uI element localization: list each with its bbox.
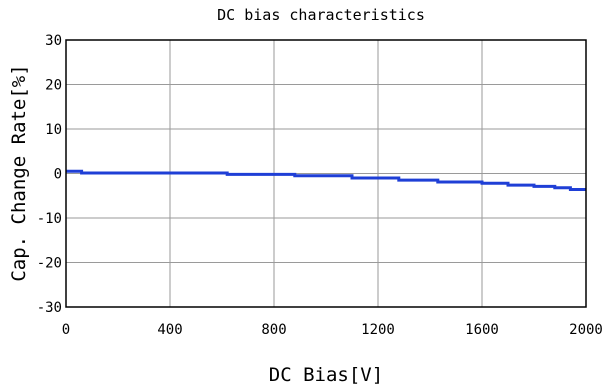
series-line — [66, 169, 586, 192]
y-tick-label: -10 — [37, 211, 62, 227]
y-axis-label: Cap. Change Rate[%] — [8, 64, 30, 281]
y-tick-label: 30 — [45, 33, 62, 49]
plot-frame — [65, 39, 587, 308]
y-tick-label: -30 — [37, 300, 62, 316]
y-tick-labels: 30 20 10 0 -10 -20 -30 — [37, 33, 62, 316]
x-tick-labels: 0 400 800 1200 1600 2000 — [62, 322, 603, 338]
x-tick-label: 1200 — [361, 322, 395, 338]
chart-title: DC bias characteristics — [217, 6, 425, 24]
y-tick-label: -20 — [37, 256, 62, 272]
y-tick-label: 0 — [54, 167, 62, 183]
series-group — [66, 169, 586, 192]
y-tick-label: 10 — [45, 122, 62, 138]
x-tick-label: 2000 — [569, 322, 603, 338]
x-tick-label: 400 — [157, 322, 182, 338]
x-tick-label: 800 — [261, 322, 286, 338]
x-axis-label: DC Bias[V] — [269, 364, 383, 386]
x-tick-label: 1600 — [465, 322, 499, 338]
y-tick-label: 20 — [45, 78, 62, 94]
x-tick-label: 0 — [62, 322, 70, 338]
